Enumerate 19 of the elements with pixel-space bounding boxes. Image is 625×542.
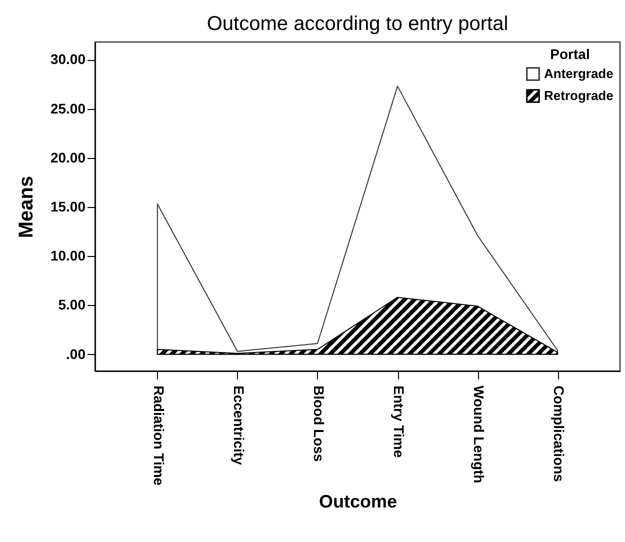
y-tick-label: 5.00 bbox=[58, 296, 86, 313]
chart-title: Outcome according to entry portal bbox=[206, 13, 508, 35]
y-tick-label: 15.00 bbox=[50, 198, 86, 214]
x-tick-label: Wound Length bbox=[471, 386, 488, 484]
x-tick-label: Complications bbox=[551, 386, 568, 482]
x-tick-label: Entry Time bbox=[391, 386, 408, 458]
legend-label: Antergrade bbox=[544, 66, 614, 81]
y-tick-label: 10.00 bbox=[50, 248, 86, 264]
y-tick-label: 25.00 bbox=[50, 100, 86, 116]
legend-label: Retrograde bbox=[544, 88, 614, 103]
legend-title: Portal bbox=[550, 46, 590, 62]
x-tick-label: Eccentricity bbox=[230, 386, 247, 466]
x-tick-label: Blood Loss bbox=[310, 386, 327, 462]
y-axis-title: Means bbox=[15, 176, 38, 238]
y-tick-label: 20.00 bbox=[50, 149, 86, 166]
y-tick-label: 30.00 bbox=[50, 51, 86, 68]
x-axis-title: Outcome bbox=[318, 492, 398, 512]
y-tick-label: .00 bbox=[66, 346, 86, 362]
x-tick-label: Radiation Time bbox=[150, 386, 167, 486]
